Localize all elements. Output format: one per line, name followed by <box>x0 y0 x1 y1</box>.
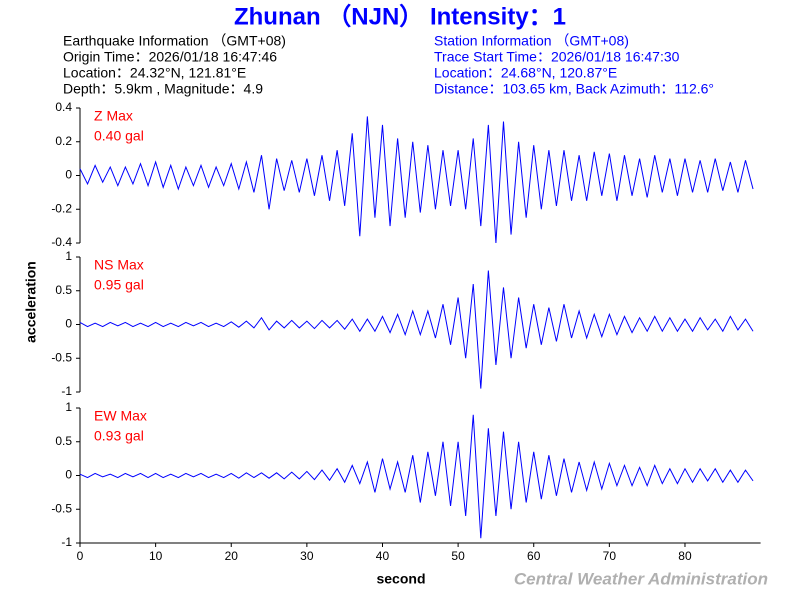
x-tick-label: 0 <box>77 549 84 563</box>
y-tick-label: 0 <box>65 168 72 182</box>
y-tick-label: 0.2 <box>55 134 72 148</box>
station-info: Distance：103.65 km, Back Azimuth：112.6° <box>434 81 714 97</box>
y-tick-label: 0 <box>65 317 72 331</box>
y-tick-label: -0.4 <box>51 235 72 249</box>
y-tick-label: 0 <box>65 468 72 482</box>
x-tick-label: 70 <box>603 549 617 563</box>
eq-info: Location：24.32°N, 121.81°E <box>63 65 246 81</box>
chart-title: Zhunan （NJN） Intensity：1 <box>234 3 566 30</box>
station-info: Station Information （GMT+08) <box>434 33 629 49</box>
x-tick-label: 40 <box>376 549 390 563</box>
y-tick-label: 1 <box>65 249 72 263</box>
x-tick-label: 20 <box>225 549 239 563</box>
x-axis-label: second <box>376 571 425 587</box>
eq-info: Earthquake Information （GMT+08) <box>63 33 286 49</box>
max-annotation: Z Max <box>94 108 133 124</box>
x-tick-label: 50 <box>451 549 465 563</box>
station-info: Location：24.68°N, 120.87°E <box>434 65 617 81</box>
max-annotation: 0.95 gal <box>94 277 144 293</box>
x-tick-label: 10 <box>149 549 163 563</box>
x-tick-label: 60 <box>527 549 541 563</box>
y-tick-label: 0.4 <box>55 100 72 114</box>
y-tick-label: -0.2 <box>51 201 72 215</box>
y-tick-label: 0.5 <box>55 434 72 448</box>
y-tick-label: -1 <box>61 384 72 398</box>
max-annotation: EW Max <box>94 408 147 424</box>
waveform <box>79 414 754 539</box>
x-tick-label: 80 <box>678 549 692 563</box>
waveform <box>79 270 754 389</box>
max-annotation: 0.93 gal <box>94 428 144 444</box>
credit: Central Weather Administration <box>514 569 768 588</box>
y-tick-label: 1 <box>65 400 72 414</box>
y-axis-label: acceleration <box>23 261 39 343</box>
y-tick-label: -0.5 <box>51 501 72 515</box>
y-tick-label: 0.5 <box>55 283 72 297</box>
eq-info: Depth：5.9km , Magnitude：4.9 <box>63 81 263 97</box>
max-annotation: NS Max <box>94 257 144 273</box>
waveform <box>79 116 754 244</box>
eq-info: Origin Time：2026/01/18 16:47:46 <box>63 49 277 65</box>
x-tick-label: 30 <box>300 549 314 563</box>
station-info: Trace Start Time：2026/01/18 16:47:30 <box>434 49 680 65</box>
y-tick-label: -1 <box>61 535 72 549</box>
max-annotation: 0.40 gal <box>94 128 144 144</box>
y-tick-label: -0.5 <box>51 350 72 364</box>
